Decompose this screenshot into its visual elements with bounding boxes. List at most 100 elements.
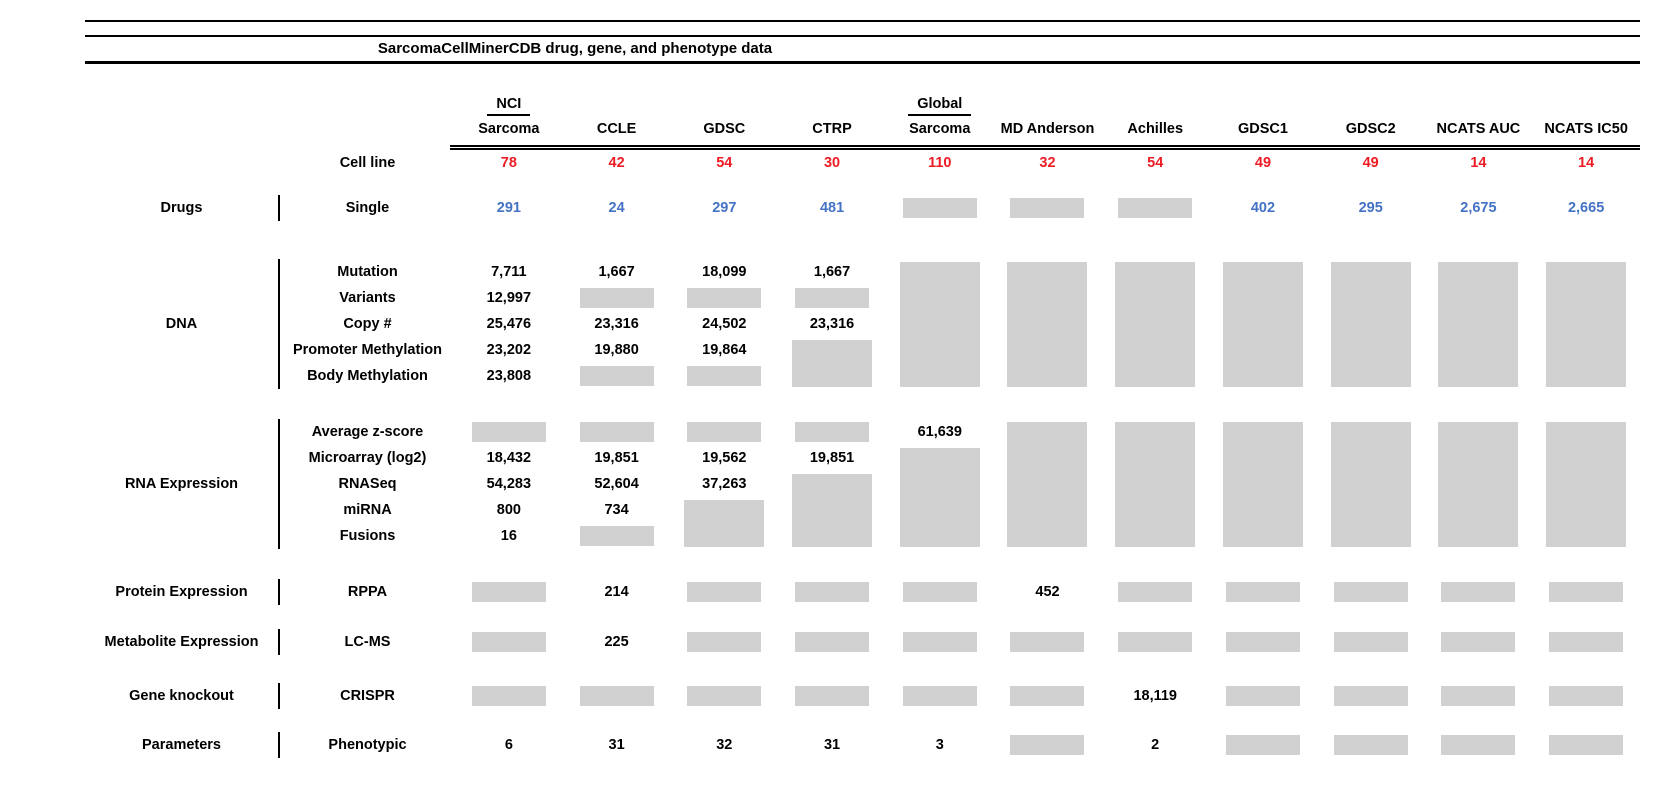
data-cell bbox=[455, 579, 563, 605]
no-data-box bbox=[792, 339, 873, 387]
no-data-box bbox=[687, 686, 762, 706]
no-data-box bbox=[471, 686, 546, 706]
data-cell: 23,808 bbox=[486, 368, 532, 384]
data-cell: 19,851 bbox=[809, 450, 855, 466]
data-cell bbox=[1101, 629, 1209, 655]
data-cell bbox=[994, 419, 1102, 549]
data-cell bbox=[1101, 259, 1209, 389]
no-data-box bbox=[1007, 421, 1088, 547]
data-cell bbox=[1532, 419, 1640, 549]
column-group-label-global: Global bbox=[908, 96, 972, 116]
no-data-box bbox=[902, 686, 977, 706]
data-cell bbox=[1101, 419, 1209, 549]
data-cell bbox=[563, 363, 671, 389]
no-data-box bbox=[902, 582, 977, 602]
no-data-box bbox=[1225, 582, 1300, 602]
data-cell: 481 bbox=[819, 200, 845, 216]
header-double-rule bbox=[450, 145, 1640, 150]
no-data-box bbox=[795, 632, 870, 652]
data-cell bbox=[1532, 683, 1640, 709]
data-cell bbox=[886, 629, 994, 655]
no-data-box bbox=[687, 422, 762, 442]
data-cell: 2,665 bbox=[1567, 200, 1605, 216]
data-cell bbox=[1425, 732, 1533, 758]
data-cell: 225 bbox=[604, 634, 629, 650]
no-data-box bbox=[1333, 735, 1408, 755]
data-cell bbox=[455, 629, 563, 655]
data-cell: 19,851 bbox=[594, 450, 639, 466]
section-gene-knockout: Gene knockout CRISPR 18,119 bbox=[85, 683, 1640, 709]
column-header-gdsc: GDSC bbox=[703, 121, 746, 137]
no-data-box bbox=[687, 582, 762, 602]
data-cell bbox=[1425, 579, 1533, 605]
category-label: Gene knockout bbox=[85, 683, 280, 709]
data-cell: 7,711 bbox=[491, 264, 527, 280]
data-cell bbox=[1209, 732, 1317, 758]
data-cell bbox=[1209, 629, 1317, 655]
no-data-box bbox=[1441, 686, 1516, 706]
data-cell bbox=[563, 419, 671, 445]
data-cell: 2,675 bbox=[1460, 200, 1497, 216]
data-cell: 18,099 bbox=[702, 264, 747, 280]
data-cell bbox=[563, 285, 671, 311]
no-data-box bbox=[1010, 686, 1085, 706]
no-data-box bbox=[687, 632, 762, 652]
data-cell: 54,283 bbox=[486, 476, 532, 492]
data-cell bbox=[1317, 259, 1425, 389]
data-cell bbox=[994, 683, 1102, 709]
row-label: Body Methylation bbox=[307, 368, 428, 384]
data-cell bbox=[886, 579, 994, 605]
no-data-box bbox=[1330, 261, 1411, 387]
row-label: Copy # bbox=[343, 316, 392, 332]
data-cell: 61,639 bbox=[917, 424, 962, 440]
cell-line-count: 54 bbox=[716, 155, 733, 171]
category-label: Metabolite Expression bbox=[85, 629, 280, 655]
data-cell bbox=[1425, 629, 1533, 655]
cell-line-label: Cell line bbox=[339, 155, 396, 171]
cell-line-count: 42 bbox=[608, 155, 625, 171]
no-data-box bbox=[795, 422, 870, 442]
top-rule bbox=[85, 20, 1640, 22]
column-header-ncats-auc: NCATS AUC bbox=[1436, 121, 1521, 137]
row-label: miRNA bbox=[343, 502, 392, 518]
data-cell bbox=[886, 195, 994, 221]
data-cell bbox=[886, 683, 994, 709]
no-data-box bbox=[579, 422, 654, 442]
no-data-box bbox=[1115, 261, 1196, 387]
column-header-sarcoma: Sarcoma bbox=[909, 121, 971, 137]
data-cell: 2 bbox=[1151, 737, 1160, 753]
category-label: Drugs bbox=[85, 195, 280, 221]
cell-line-count: 14 bbox=[1470, 155, 1487, 171]
figure-title: SarcomaCellMinerCDB drug, gene, and phen… bbox=[377, 40, 773, 57]
data-cell bbox=[1425, 419, 1533, 549]
data-cell bbox=[1425, 259, 1533, 389]
section-drugs: Drugs Single 291 24 297 481 402 295 2,675 2,665 bbox=[85, 195, 1640, 221]
data-cell bbox=[994, 195, 1102, 221]
data-cell: 23,316 bbox=[594, 316, 639, 332]
title-top-rule bbox=[85, 35, 1640, 37]
no-data-box bbox=[1118, 582, 1193, 602]
row-label: Variants bbox=[339, 290, 396, 306]
column-header-ccle: CCLE bbox=[596, 121, 637, 137]
data-cell bbox=[1317, 579, 1425, 605]
no-data-box bbox=[687, 288, 762, 308]
data-cell bbox=[994, 259, 1102, 389]
data-cell: 402 bbox=[1250, 200, 1276, 216]
data-cell: 19,880 bbox=[594, 342, 639, 358]
data-cell: 24 bbox=[608, 200, 625, 216]
title-row: SarcomaCellMinerCDB drug, gene, and phen… bbox=[85, 37, 1065, 61]
data-cell bbox=[1532, 732, 1640, 758]
row-label: Promoter Methylation bbox=[292, 342, 443, 358]
no-data-box bbox=[1441, 632, 1516, 652]
no-data-box bbox=[1118, 632, 1193, 652]
data-cell: 19,864 bbox=[702, 342, 747, 358]
data-cell bbox=[670, 629, 778, 655]
data-cell bbox=[670, 363, 778, 389]
column-group-label-nci: NCI bbox=[487, 96, 531, 116]
no-data-box bbox=[792, 473, 873, 547]
cell-line-count: 54 bbox=[1147, 155, 1164, 171]
cell-line-count: 49 bbox=[1362, 155, 1379, 171]
data-cell: 3 bbox=[935, 737, 944, 753]
data-cell bbox=[670, 419, 778, 445]
row-label: Phenotypic bbox=[328, 737, 407, 753]
